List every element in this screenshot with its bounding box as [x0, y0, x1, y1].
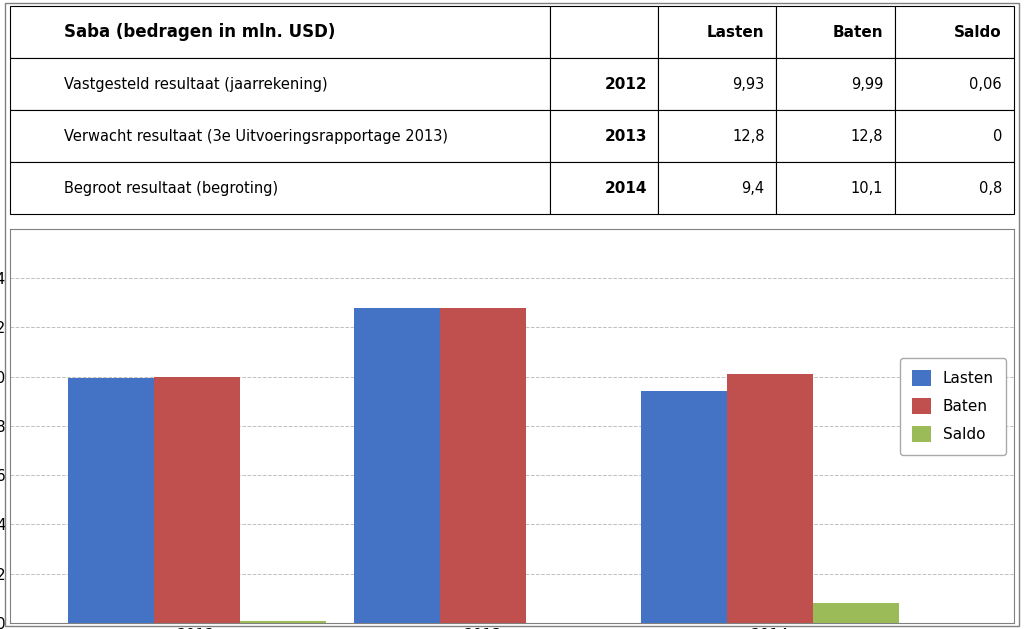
Bar: [440, 308, 526, 623]
Bar: [354, 308, 440, 623]
Bar: [641, 391, 727, 623]
Bar: [68, 379, 154, 623]
Legend: Lasten, Baten, Saldo: Lasten, Baten, Saldo: [900, 358, 1007, 455]
Bar: [813, 603, 899, 623]
Bar: [727, 374, 813, 623]
Bar: [240, 621, 326, 623]
Bar: [154, 377, 240, 623]
